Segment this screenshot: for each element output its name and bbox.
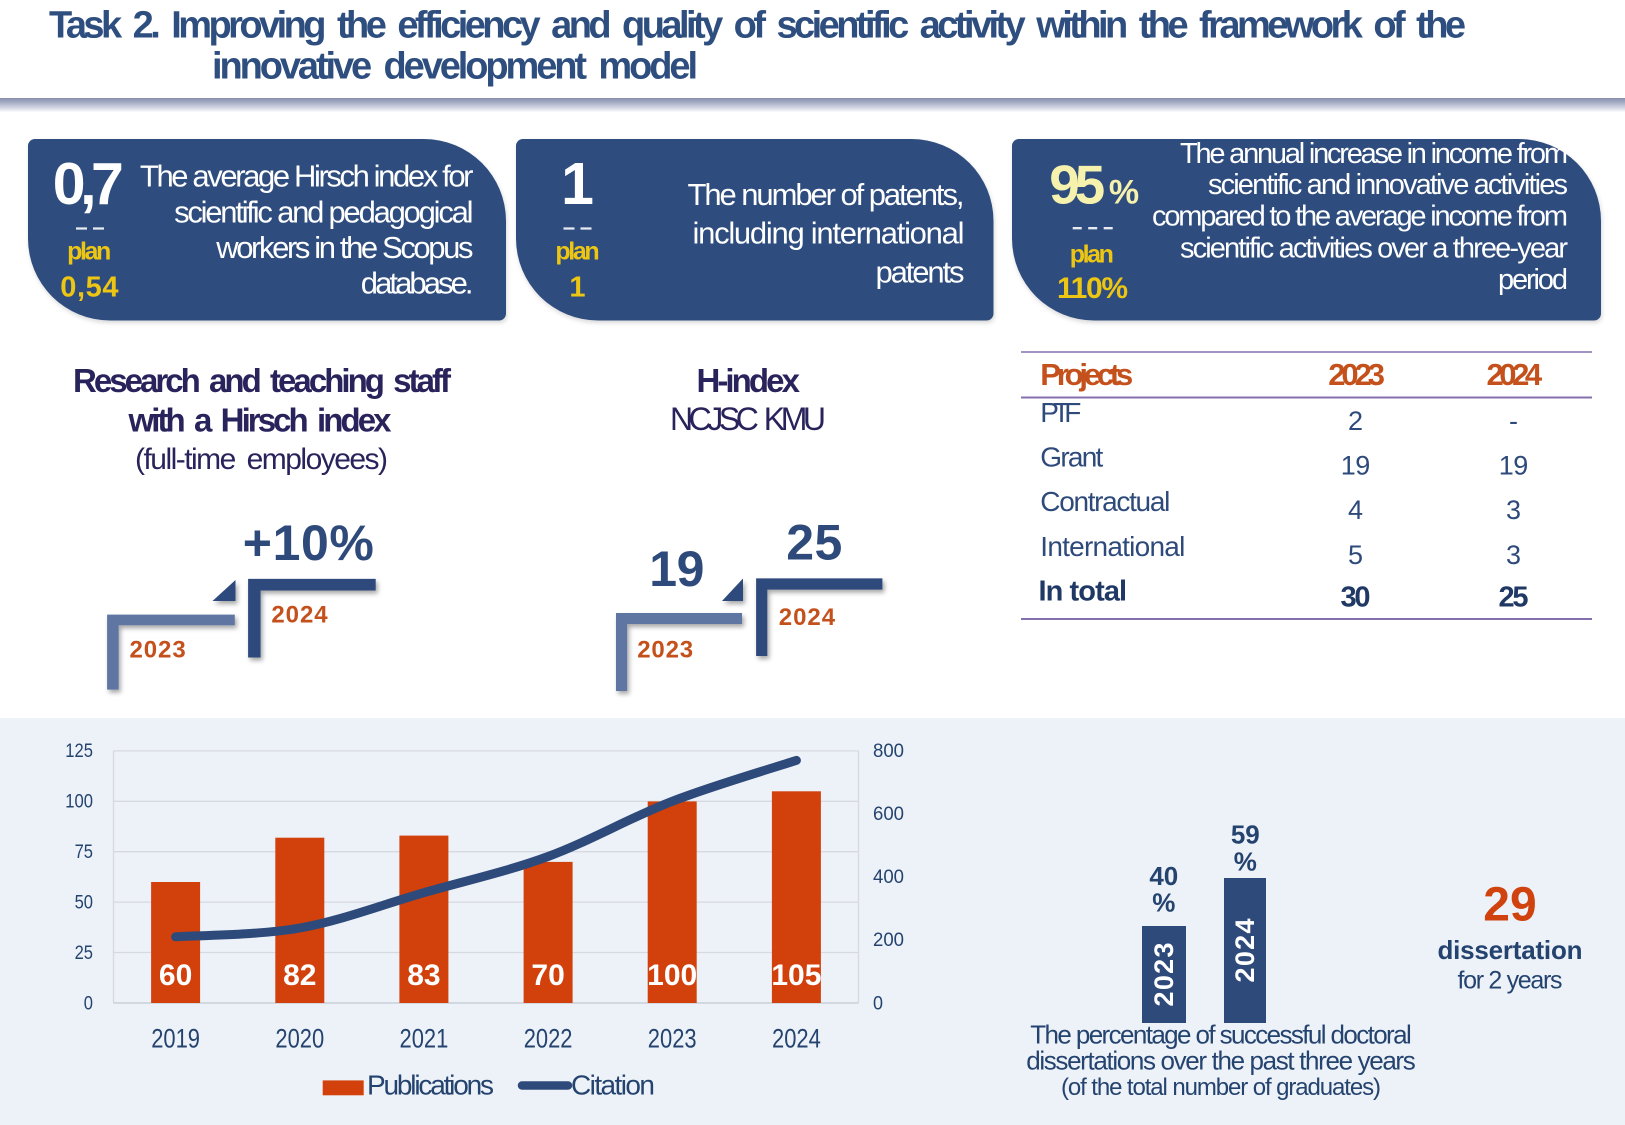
svg-text:2024: 2024 <box>779 604 836 631</box>
svg-text:2023: 2023 <box>130 637 186 664</box>
svg-text:scientific and innovative acti: scientific and innovative activities <box>1208 169 1568 201</box>
svg-text:29: 29 <box>1483 879 1536 932</box>
svg-text:2024: 2024 <box>772 1024 821 1054</box>
svg-text:The number of patents,: The number of patents, <box>688 177 965 212</box>
svg-text:800: 800 <box>873 741 904 762</box>
svg-text:0: 0 <box>84 993 93 1014</box>
svg-text:The annual increase in income: The annual increase in income from <box>1180 138 1568 170</box>
svg-text:19: 19 <box>649 541 704 597</box>
svg-text:%: % <box>1109 173 1139 211</box>
svg-text:period: period <box>1498 264 1568 296</box>
svg-text:H-index: H-index <box>696 362 800 399</box>
svg-text:19: 19 <box>1499 451 1529 481</box>
svg-text:dissertation: dissertation <box>1438 935 1583 965</box>
svg-text:Citation: Citation <box>571 1070 655 1101</box>
svg-text:Task 2. Improving the efficien: Task 2. Improving the efficiency and qua… <box>49 5 1466 47</box>
svg-text:82: 82 <box>283 959 316 992</box>
svg-text:25: 25 <box>786 514 842 570</box>
svg-text:The percentage of successful d: The percentage of successful doctoral <box>1030 1020 1412 1050</box>
svg-text:50: 50 <box>75 892 93 913</box>
svg-text:60: 60 <box>159 959 192 992</box>
svg-text:-: - <box>1509 406 1518 436</box>
svg-text:100: 100 <box>65 792 93 813</box>
svg-text:compared to the average income: compared to the average income from <box>1152 201 1568 233</box>
svg-text:0,7: 0,7 <box>53 151 124 217</box>
svg-text:2022: 2022 <box>524 1024 573 1054</box>
svg-text:4: 4 <box>1348 495 1363 525</box>
svg-text:2023: 2023 <box>648 1024 697 1054</box>
svg-text:83: 83 <box>407 959 440 992</box>
svg-text:5: 5 <box>1348 540 1363 570</box>
svg-text:70: 70 <box>531 959 564 992</box>
svg-text:2023: 2023 <box>1328 357 1385 392</box>
svg-text:scientific and pedagogical: scientific and pedagogical <box>174 194 473 229</box>
svg-text:2: 2 <box>1348 406 1363 436</box>
svg-text:40: 40 <box>1149 861 1178 891</box>
svg-text:2023: 2023 <box>637 636 693 663</box>
svg-text:400: 400 <box>873 867 904 888</box>
svg-text:PTF: PTF <box>1040 397 1081 428</box>
svg-text:(of the total number of gradua: (of the total number of graduates) <box>1061 1074 1381 1101</box>
svg-text:NCJSC KMU: NCJSC KMU <box>670 401 826 437</box>
svg-text:2019: 2019 <box>151 1024 200 1054</box>
svg-text:plan: plan <box>67 237 111 265</box>
svg-text:%: % <box>1234 847 1257 877</box>
svg-text:patents: patents <box>876 254 965 289</box>
svg-text:(full-time employees): (full-time employees) <box>135 443 388 476</box>
svg-text:dissertations over the past th: dissertations over the past three years <box>1026 1046 1416 1076</box>
svg-text:0: 0 <box>873 993 883 1014</box>
svg-text:3: 3 <box>1506 495 1521 525</box>
svg-text:95: 95 <box>1049 153 1105 215</box>
svg-text:3: 3 <box>1506 540 1521 570</box>
svg-text:100: 100 <box>647 959 697 992</box>
svg-text:200: 200 <box>873 930 904 951</box>
svg-text:19: 19 <box>1341 451 1371 481</box>
svg-text:2020: 2020 <box>275 1024 324 1054</box>
svg-text:with a Hirsch index: with a Hirsch index <box>128 402 393 439</box>
svg-text:%: % <box>1152 888 1175 918</box>
svg-text:innovative development model: innovative development model <box>212 46 698 88</box>
svg-text:2021: 2021 <box>400 1024 449 1054</box>
svg-text:Grant: Grant <box>1040 442 1103 473</box>
svg-text:2024: 2024 <box>1486 357 1542 392</box>
svg-text:Contractual: Contractual <box>1040 486 1170 517</box>
svg-text:1: 1 <box>561 151 594 217</box>
svg-text:In total: In total <box>1039 575 1128 607</box>
svg-text:125: 125 <box>65 741 93 762</box>
svg-text:The average Hirsch index for: The average Hirsch index for <box>140 159 474 194</box>
svg-text:International: International <box>1040 531 1185 562</box>
svg-text:1: 1 <box>569 272 585 304</box>
svg-text:2024: 2024 <box>271 602 328 629</box>
svg-text:+10%: +10% <box>243 515 374 571</box>
svg-text:Publications: Publications <box>367 1070 494 1101</box>
svg-text:scientific activities over a t: scientific activities over a three-year <box>1180 232 1568 264</box>
svg-text:workers in the Scopus: workers in the Scopus <box>215 230 473 265</box>
svg-text:25: 25 <box>75 943 93 964</box>
svg-text:plan: plan <box>555 237 599 265</box>
svg-text:for 2 years: for 2 years <box>1458 967 1563 995</box>
svg-text:database.: database. <box>361 266 474 301</box>
svg-text:0,54: 0,54 <box>60 272 118 304</box>
svg-text:25: 25 <box>1499 582 1529 614</box>
svg-text:plan: plan <box>1070 240 1114 268</box>
svg-text:2023: 2023 <box>1149 943 1179 1007</box>
svg-text:Research and teaching staff: Research and teaching staff <box>73 362 452 399</box>
svg-text:30: 30 <box>1341 582 1371 614</box>
svg-text:including international: including international <box>693 216 965 251</box>
svg-text:2024: 2024 <box>1230 919 1260 983</box>
svg-text:Projects: Projects <box>1040 357 1133 392</box>
svg-text:59: 59 <box>1231 820 1260 850</box>
svg-text:600: 600 <box>873 804 904 825</box>
svg-text:110%: 110% <box>1057 272 1128 305</box>
svg-text:105: 105 <box>771 959 821 992</box>
svg-text:75: 75 <box>75 842 93 863</box>
